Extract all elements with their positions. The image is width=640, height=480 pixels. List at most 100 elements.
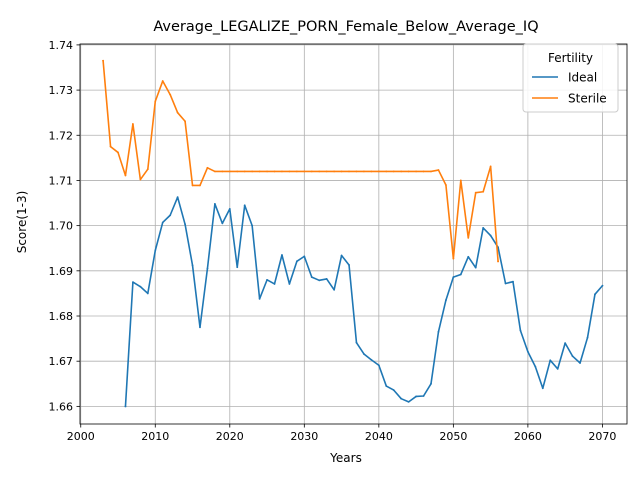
data-point — [385, 385, 388, 387]
legend-title: Fertility — [548, 51, 593, 65]
data-point — [236, 266, 239, 269]
data-point — [482, 227, 485, 229]
data-point — [146, 168, 149, 171]
data-point — [310, 276, 313, 279]
data-point — [228, 208, 231, 210]
data-point — [243, 204, 246, 207]
data-point — [221, 222, 224, 225]
data-point — [184, 120, 186, 123]
data-point — [526, 350, 529, 353]
data-point — [549, 359, 552, 362]
data-point — [213, 203, 216, 205]
legend: Fertility Ideal Sterile — [522, 43, 619, 113]
data-point — [370, 358, 373, 361]
data-point — [325, 278, 328, 280]
data-point — [221, 170, 224, 173]
series-line-sterile — [102, 59, 499, 263]
y-tick-label: 1.71 — [49, 174, 74, 187]
x-tick-label: 2070 — [588, 430, 616, 443]
data-point — [377, 170, 380, 173]
data-point — [519, 329, 522, 332]
data-point — [295, 170, 298, 173]
y-tick-label: 1.68 — [49, 310, 74, 323]
data-point — [504, 282, 507, 285]
data-point — [445, 184, 447, 186]
data-point — [325, 170, 328, 173]
data-point — [340, 170, 343, 173]
y-axis-ticks: 1.66 1.67 1.68 1.69 1.70 1.71 1.72 1.73 1.74 — [49, 39, 80, 413]
data-point — [512, 280, 514, 283]
data-point — [348, 170, 350, 173]
data-point — [124, 174, 127, 177]
data-point — [594, 293, 596, 296]
data-point — [191, 184, 194, 187]
data-point — [363, 170, 365, 173]
data-point — [213, 170, 216, 173]
data-point — [154, 249, 157, 252]
data-point — [407, 170, 410, 173]
data-point — [445, 299, 447, 302]
data-point — [467, 255, 470, 258]
data-point — [154, 100, 157, 103]
data-point — [266, 278, 268, 281]
data-point — [437, 169, 440, 171]
x-axis-ticks: 2000 2010 2020 2030 2040 2050 2060 2070 — [67, 424, 616, 443]
data-point — [422, 395, 425, 397]
series-layer — [102, 59, 604, 408]
data-point — [132, 281, 134, 284]
data-point — [482, 190, 485, 193]
data-point — [281, 170, 283, 173]
data-point — [206, 267, 209, 270]
data-point — [392, 389, 395, 392]
data-point — [161, 80, 164, 82]
x-tick-label: 2000 — [67, 430, 95, 443]
data-point — [422, 170, 425, 173]
data-point — [474, 266, 477, 269]
data-point — [355, 170, 358, 173]
data-point — [407, 400, 410, 403]
plot-frame — [79, 43, 628, 425]
y-tick-label: 1.66 — [49, 400, 74, 413]
data-point — [281, 254, 283, 256]
data-point — [146, 292, 149, 295]
data-point — [102, 59, 105, 62]
x-tick-label: 2040 — [365, 430, 393, 443]
data-point — [109, 145, 112, 148]
data-point — [266, 170, 268, 173]
data-point — [206, 166, 209, 169]
data-point — [191, 264, 194, 267]
data-point — [355, 341, 358, 344]
data-point — [556, 367, 559, 370]
data-point — [452, 257, 455, 260]
data-point — [400, 170, 403, 173]
data-point — [541, 387, 544, 390]
y-tick-label: 1.72 — [49, 129, 74, 142]
data-point — [340, 254, 343, 257]
y-tick-label: 1.74 — [49, 39, 74, 52]
data-point — [467, 236, 470, 239]
data-point — [601, 284, 604, 287]
data-point — [415, 170, 417, 173]
data-point — [489, 234, 492, 237]
data-point — [459, 179, 462, 182]
data-point — [184, 223, 186, 226]
data-point — [385, 170, 388, 173]
data-point — [169, 93, 172, 96]
data-point — [161, 221, 164, 224]
y-axis-label: Score(1-3) — [15, 191, 29, 254]
data-point — [348, 264, 350, 266]
legend-label-sterile: Sterile — [568, 92, 607, 106]
data-point — [228, 170, 231, 173]
data-point — [579, 362, 581, 364]
data-point — [139, 285, 142, 288]
data-point — [176, 196, 179, 199]
data-point — [236, 170, 239, 173]
data-point — [310, 170, 313, 173]
x-tick-label: 2020 — [216, 430, 244, 443]
y-tick-label: 1.67 — [49, 355, 74, 368]
data-point — [273, 170, 276, 173]
data-point — [564, 342, 567, 345]
data-point — [132, 123, 134, 125]
data-point — [333, 170, 336, 173]
